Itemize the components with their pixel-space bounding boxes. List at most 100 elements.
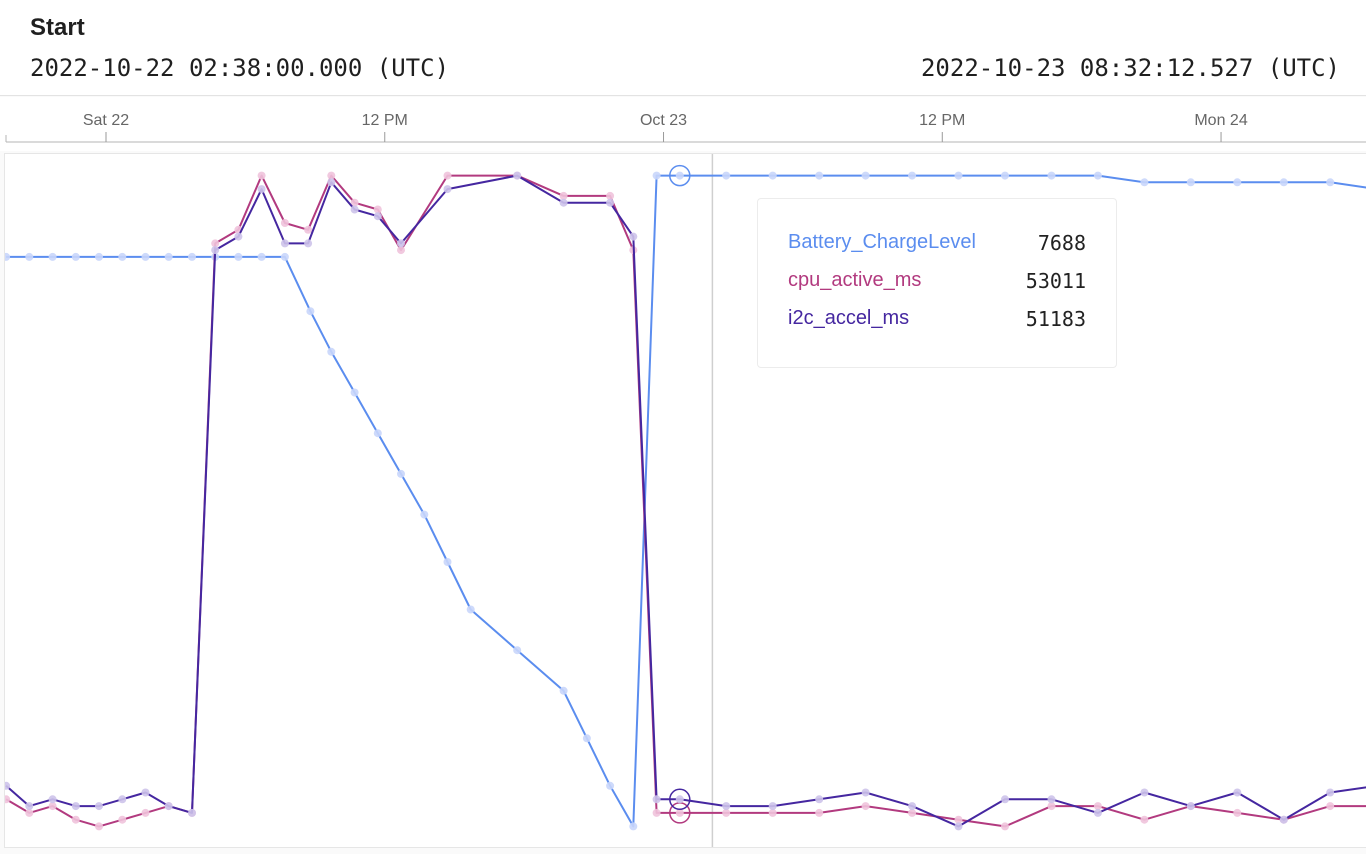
data-point[interactable]: [1001, 822, 1009, 831]
data-point[interactable]: [397, 246, 405, 255]
data-point[interactable]: [257, 252, 266, 261]
data-point[interactable]: [606, 198, 615, 207]
data-point[interactable]: [373, 212, 382, 221]
data-point[interactable]: [1047, 171, 1056, 180]
data-point[interactable]: [513, 171, 522, 180]
data-point[interactable]: [675, 171, 684, 180]
data-point[interactable]: [1326, 788, 1335, 797]
data-point[interactable]: [722, 802, 731, 811]
data-point[interactable]: [234, 232, 243, 241]
data-point[interactable]: [1001, 171, 1009, 180]
data-point[interactable]: [1233, 788, 1242, 797]
data-point[interactable]: [675, 808, 684, 817]
data-point[interactable]: [280, 219, 289, 227]
data-point[interactable]: [1233, 808, 1242, 817]
data-point[interactable]: [768, 802, 777, 811]
data-point[interactable]: [652, 795, 661, 804]
data-point[interactable]: [25, 808, 34, 817]
data-point[interactable]: [25, 252, 34, 261]
data-point[interactable]: [443, 558, 452, 566]
data-point[interactable]: [559, 686, 568, 695]
data-point[interactable]: [722, 171, 731, 180]
data-point[interactable]: [327, 347, 336, 356]
data-point[interactable]: [1233, 178, 1242, 187]
data-point[interactable]: [908, 802, 917, 811]
data-point[interactable]: [582, 734, 591, 743]
data-point[interactable]: [118, 815, 127, 824]
data-point[interactable]: [443, 171, 452, 180]
data-point[interactable]: [954, 822, 963, 831]
data-point[interactable]: [211, 246, 220, 255]
data-point[interactable]: [2, 795, 11, 804]
data-point[interactable]: [652, 808, 661, 817]
data-point[interactable]: [350, 198, 359, 207]
data-point[interactable]: [304, 239, 313, 248]
data-point[interactable]: [443, 185, 452, 194]
data-point[interactable]: [768, 171, 777, 180]
data-point[interactable]: [118, 252, 127, 261]
data-point[interactable]: [675, 795, 684, 804]
data-point[interactable]: [606, 781, 615, 790]
data-point[interactable]: [164, 252, 173, 261]
data-point[interactable]: [188, 252, 196, 261]
data-point[interactable]: [306, 307, 315, 316]
data-point[interactable]: [954, 815, 963, 824]
data-point[interactable]: [373, 429, 382, 438]
data-point[interactable]: [95, 802, 103, 811]
data-point[interactable]: [257, 171, 266, 180]
data-point[interactable]: [722, 808, 731, 817]
data-point[interactable]: [327, 171, 336, 180]
data-point[interactable]: [861, 788, 870, 797]
data-point[interactable]: [280, 239, 289, 248]
data-point[interactable]: [48, 795, 57, 804]
series-line-cpu_active_ms[interactable]: [5, 174, 1366, 828]
data-point[interactable]: [559, 191, 568, 200]
data-point[interactable]: [908, 808, 917, 817]
data-point[interactable]: [397, 239, 405, 248]
data-point[interactable]: [466, 605, 475, 614]
data-point[interactable]: [513, 646, 522, 655]
data-point[interactable]: [164, 802, 173, 811]
data-point[interactable]: [211, 239, 220, 248]
data-point[interactable]: [48, 802, 57, 811]
data-point[interactable]: [234, 252, 243, 261]
data-point[interactable]: [815, 808, 824, 817]
data-point[interactable]: [1279, 815, 1288, 824]
data-point[interactable]: [1140, 178, 1149, 187]
time-axis[interactable]: Sat 22 12 PM Oct 23 12 PM Mon 24: [0, 97, 1366, 151]
data-point[interactable]: [71, 252, 80, 261]
data-point[interactable]: [1047, 795, 1056, 804]
data-point[interactable]: [559, 198, 568, 207]
data-point[interactable]: [1140, 788, 1149, 797]
data-point[interactable]: [48, 252, 57, 261]
data-point[interactable]: [118, 795, 127, 804]
data-point[interactable]: [1093, 802, 1102, 811]
series-line-Battery_ChargeLevel[interactable]: [6, 174, 1366, 828]
data-point[interactable]: [95, 822, 103, 831]
data-point[interactable]: [954, 171, 963, 180]
data-point[interactable]: [629, 232, 638, 241]
data-point[interactable]: [2, 781, 11, 790]
data-point[interactable]: [768, 808, 777, 817]
data-point[interactable]: [1093, 808, 1102, 817]
data-point[interactable]: [71, 815, 80, 824]
data-point[interactable]: [815, 171, 824, 180]
data-point[interactable]: [373, 205, 382, 214]
data-point[interactable]: [188, 808, 196, 817]
data-point[interactable]: [304, 225, 313, 234]
data-point[interactable]: [1001, 795, 1009, 804]
data-point[interactable]: [420, 510, 429, 519]
data-point[interactable]: [652, 171, 661, 180]
data-point[interactable]: [2, 252, 11, 261]
series-line-i2c_accel_ms[interactable]: [5, 174, 1366, 828]
data-point[interactable]: [629, 822, 638, 831]
data-point[interactable]: [141, 788, 150, 797]
data-point[interactable]: [1047, 802, 1056, 811]
data-point[interactable]: [1093, 171, 1102, 180]
data-point[interactable]: [257, 185, 266, 194]
data-point[interactable]: [1326, 178, 1335, 187]
data-point[interactable]: [350, 388, 359, 397]
data-point[interactable]: [25, 802, 34, 811]
data-point[interactable]: [1186, 178, 1195, 187]
